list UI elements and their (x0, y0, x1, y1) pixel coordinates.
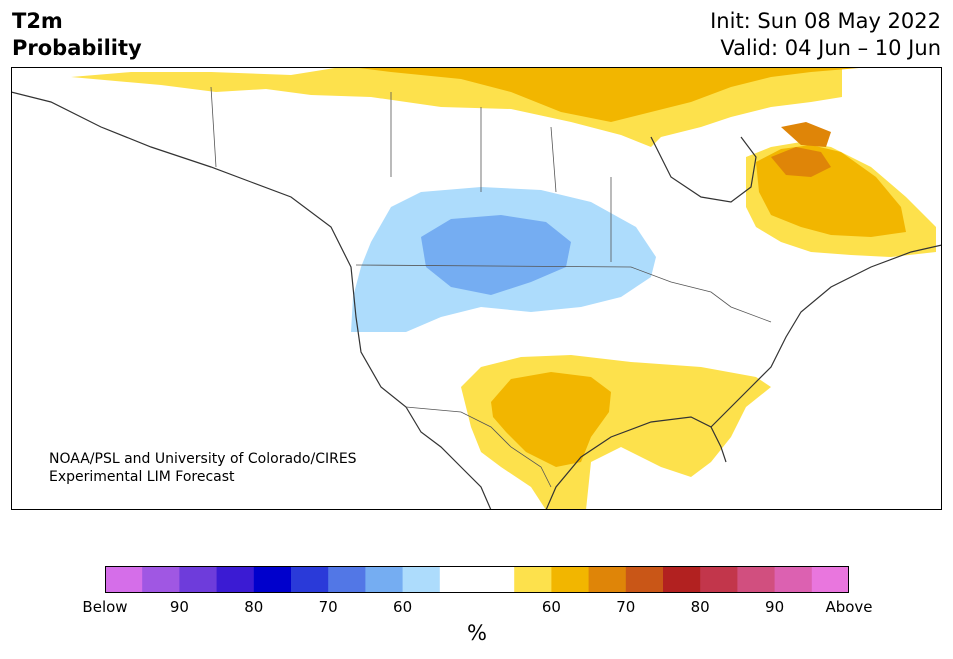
colorbar-segment (588, 566, 627, 593)
colorbar-segment (700, 566, 738, 593)
colorbar-tick-label: 70 (318, 598, 338, 616)
colorbar-segment (663, 566, 701, 593)
colorbar-segment (328, 566, 366, 593)
colorbar-segment (774, 566, 813, 593)
colorbar-segment (551, 566, 590, 593)
gulf-coast-line (545, 416, 727, 510)
colorbar-tick-label: Below (82, 598, 128, 616)
colorbar-tick-label: 90 (765, 598, 785, 616)
title-variable: T2m (12, 9, 63, 33)
warm-anomaly-canada-mid (351, 67, 871, 122)
init-date: Init: Sun 08 May 2022 (710, 9, 941, 33)
colorbar-segment (477, 566, 515, 593)
title-probability: Probability (12, 36, 142, 60)
warm-anomaly-south-mid (491, 372, 611, 467)
valid-date: Valid: 04 Jun – 10 Jun (720, 36, 941, 60)
credit-line-2: Experimental LIM Forecast (49, 469, 235, 485)
us-canada-border (355, 264, 772, 323)
colorbar-tick-label: 60 (393, 598, 413, 616)
colorbar-segment (142, 566, 180, 593)
colorbar-tick-label: 80 (690, 598, 710, 616)
credit-text: NOAA/PSL and University of Colorado/CIRE… (49, 450, 357, 486)
colorbar-segment (291, 566, 329, 593)
colorbar-tick-label: 60 (541, 598, 561, 616)
west-coast-line (11, 91, 492, 510)
canada-province-lines (210, 86, 612, 262)
colorbar-segment (811, 566, 849, 593)
colorbar-segment (365, 566, 404, 593)
colorbar-unit-label: % (467, 621, 487, 645)
colorbar-frame (105, 566, 849, 593)
colorbar-segment (439, 566, 478, 593)
chart-title: T2m Probability (12, 8, 142, 62)
credit-line-1: NOAA/PSL and University of Colorado/CIRE… (49, 451, 357, 467)
colorbar-tick-label: 80 (244, 598, 264, 616)
colorbar-segment (216, 566, 255, 593)
colorbar-tick-label: Above (825, 598, 873, 616)
colorbar-segment (737, 566, 776, 593)
east-coast-line (710, 244, 942, 428)
warm-anomaly-quebec-dark (771, 147, 831, 177)
us-mexico-border (405, 406, 552, 488)
colorbar-segment (105, 566, 143, 593)
forecast-dates: Init: Sun 08 May 2022 Valid: 04 Jun – 10… (710, 8, 941, 62)
colorbar-segment (514, 566, 552, 593)
warm-anomaly-hudson-dark (781, 122, 831, 147)
colorbar-segment (625, 566, 664, 593)
colorbar-segment (179, 566, 218, 593)
colorbar-tick-label: 70 (616, 598, 636, 616)
coastlines (11, 91, 942, 510)
hudson-bay-line (650, 136, 757, 203)
colorbar (105, 566, 849, 593)
colorbar-tick-labels: Below 90 80 70 60 60 70 80 90 Above (82, 598, 872, 618)
colorbar-tick-label: 90 (169, 598, 189, 616)
cool-anomaly-mid (421, 215, 571, 295)
forecast-map (11, 67, 942, 510)
colorbar-segment (402, 566, 441, 593)
political-borders (210, 86, 772, 488)
map-frame (11, 67, 942, 510)
colorbar-segment (253, 566, 292, 593)
